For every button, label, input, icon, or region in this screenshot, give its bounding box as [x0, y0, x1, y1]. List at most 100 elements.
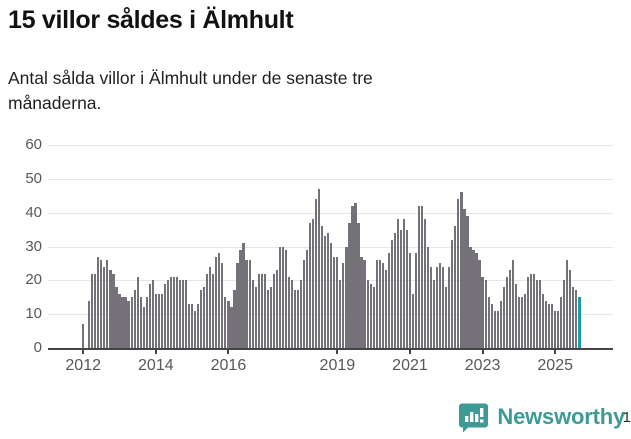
bar [91, 273, 94, 348]
bar [103, 266, 106, 348]
x-axis-tick [82, 348, 85, 354]
bar [363, 260, 366, 348]
bar [296, 290, 300, 348]
bar [293, 290, 297, 348]
bar [390, 239, 393, 348]
bar [508, 270, 511, 348]
x-axis-line [48, 348, 613, 350]
bar [133, 290, 136, 348]
gridline-y-60 [48, 145, 613, 146]
bar [269, 287, 272, 348]
bar [496, 310, 499, 348]
bar [245, 260, 248, 348]
bar [523, 293, 527, 348]
bar [330, 243, 333, 348]
bar [469, 246, 472, 348]
bar [127, 300, 130, 348]
bar [502, 287, 505, 348]
bar [466, 216, 469, 348]
y-axis-tick-label: 60 [25, 136, 42, 153]
bar [121, 297, 124, 348]
chart-title: 15 villor såldes i Älmhult [8, 6, 294, 34]
bar [118, 293, 121, 348]
plot-area: 15 0 10 20 30 40 50 60 2012 2014 2016 2019 2021 2023… [25, 136, 631, 426]
bar [224, 297, 227, 348]
bar [284, 249, 287, 348]
bar [209, 266, 212, 348]
y-axis-tick-label: 20 [25, 271, 42, 289]
bar [490, 304, 493, 348]
bar [408, 253, 412, 348]
bar [94, 273, 97, 348]
x-axis-tick-label: 2023 [464, 357, 501, 374]
bar [200, 290, 203, 348]
bar [336, 256, 339, 348]
bar [260, 273, 263, 348]
bar [97, 256, 100, 348]
bar [454, 226, 457, 348]
bar [481, 276, 484, 348]
bar [287, 276, 291, 348]
bar [106, 260, 109, 348]
x-axis-tick [336, 348, 339, 354]
x-axis-tick [408, 348, 411, 354]
bar [402, 219, 405, 348]
y-axis-tick-label: 10 [25, 305, 42, 323]
bar [430, 266, 433, 348]
bar [566, 260, 569, 348]
bar [299, 280, 303, 348]
bar [554, 310, 557, 348]
bar [139, 297, 142, 348]
bar [212, 273, 215, 348]
bar [351, 205, 354, 348]
bar [357, 222, 360, 348]
bar [88, 300, 91, 348]
bar [342, 263, 345, 348]
bar [532, 273, 536, 348]
bar [278, 246, 281, 348]
gridline-y-50 [48, 178, 613, 180]
bar [160, 293, 163, 348]
bar [563, 280, 566, 348]
bar [436, 266, 439, 348]
bar [321, 226, 324, 348]
x-axis-tick [554, 348, 557, 354]
bar-chart-speech-bubble-icon [458, 402, 489, 433]
bar [348, 222, 351, 348]
y-axis-tick-label: 50 [25, 169, 42, 187]
bar [339, 280, 342, 348]
bar [396, 219, 399, 348]
last-value-label: 15 [622, 409, 631, 426]
bar [302, 260, 306, 348]
x-axis-tick [227, 348, 230, 354]
bar [142, 307, 145, 348]
bar [548, 304, 551, 348]
brand-name: Newsworthy [497, 404, 625, 429]
bar [166, 280, 169, 348]
bar [157, 293, 160, 348]
x-axis-tick [154, 348, 157, 354]
y-axis-tick-label: 30 [25, 237, 42, 255]
bar [439, 263, 442, 348]
bar [191, 304, 194, 348]
newsworthy-logo[interactable]: Newsworthy [458, 401, 625, 433]
bar [242, 243, 245, 348]
bar [538, 280, 542, 348]
bar [517, 297, 520, 348]
bar [499, 300, 502, 348]
bar [275, 270, 278, 348]
bar [281, 246, 284, 348]
bar [448, 266, 451, 348]
bar [487, 297, 490, 348]
bar [239, 249, 242, 348]
bar [511, 260, 514, 348]
bar [327, 232, 330, 348]
bar [181, 280, 185, 348]
bar [178, 280, 182, 348]
bar [411, 293, 415, 348]
bar [551, 304, 554, 348]
bar [387, 253, 390, 348]
bar [221, 263, 224, 348]
bar [263, 273, 266, 348]
bar [333, 256, 336, 348]
